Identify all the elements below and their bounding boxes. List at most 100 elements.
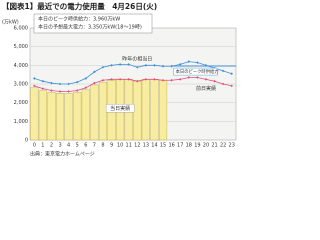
bar [81, 89, 90, 141]
marker [135, 65, 139, 69]
y-tick-label: 4,000 [14, 63, 28, 69]
y-tick-label: 5,000 [14, 44, 28, 50]
marker [144, 64, 148, 67]
chart-title: 【図表1】最近での電力使用量 4月26日(火) [2, 1, 157, 11]
bar [64, 93, 73, 141]
marker [50, 81, 53, 85]
y-tick-label: 1,000 [14, 119, 28, 125]
marker [58, 82, 62, 86]
y-tick-label: 6,000 [14, 26, 28, 32]
bar [73, 92, 82, 141]
series-label: 前日実績 [196, 85, 216, 92]
line [34, 77, 232, 92]
marker [153, 64, 156, 67]
x-tick-label: 2 [50, 143, 53, 149]
marker [118, 63, 122, 66]
marker [67, 90, 70, 93]
series-label: 当日実績 [110, 105, 130, 112]
marker [187, 60, 191, 63]
marker [135, 79, 139, 83]
x-tick-label: 19 [194, 143, 200, 149]
x-tick-label: 10 [117, 143, 123, 149]
marker [161, 78, 165, 82]
info-line: 本日の予想最大電力：3,350万kW(18～19時) [38, 24, 142, 31]
info-box [33, 13, 153, 34]
marker [84, 77, 88, 80]
marker [32, 77, 36, 80]
marker [221, 69, 225, 73]
x-tick-label: 5 [76, 143, 79, 149]
marker [153, 78, 156, 81]
x-tick-label: 6 [84, 143, 87, 149]
marker [178, 78, 182, 81]
y-tick-label: 2,000 [14, 100, 28, 106]
x-tick-label: 12 [134, 143, 140, 149]
bar [141, 79, 150, 141]
bar [47, 92, 56, 141]
x-tick-label: 18 [186, 143, 192, 149]
x-tick-label: 4 [67, 143, 70, 149]
marker [230, 84, 234, 88]
marker [213, 79, 216, 83]
marker [161, 64, 165, 68]
marker [75, 89, 79, 92]
y-tick-label: 3,000 [14, 82, 28, 88]
x-tick-label: 11 [126, 143, 132, 149]
marker [110, 78, 113, 81]
x-tick-label: 21 [211, 143, 217, 149]
x-tick-label: 16 [168, 143, 174, 149]
marker [127, 78, 131, 81]
x-tick-label: 9 [110, 143, 113, 149]
supply-label: 本日のピーク時供給力 [176, 68, 219, 75]
y-axis-label: (万kW) [2, 20, 19, 26]
bar [90, 84, 99, 141]
series-label: 昨年の相当日 [122, 55, 152, 62]
x-tick-label: 20 [203, 143, 209, 149]
source: 出典：東京電力ホームページ [30, 151, 95, 158]
marker [221, 82, 225, 86]
label-box [105, 104, 135, 113]
marker [196, 76, 199, 79]
marker [93, 81, 96, 85]
x-tick-label: 1 [41, 143, 44, 149]
bar [30, 87, 39, 141]
x-tick-label: 7 [93, 143, 96, 149]
bar [55, 93, 65, 141]
x-tick-label: 17 [177, 143, 183, 149]
marker [67, 82, 70, 86]
marker [93, 70, 96, 74]
bar [150, 79, 159, 141]
marker [187, 76, 191, 79]
marker [101, 65, 105, 69]
marker [230, 72, 234, 76]
marker [170, 78, 173, 82]
x-tick-label: 15 [160, 143, 166, 149]
marker [118, 78, 122, 81]
marker [32, 84, 36, 88]
x-tick-label: 0 [33, 143, 36, 149]
bar [158, 80, 168, 141]
marker [41, 87, 45, 90]
label-box [173, 67, 218, 76]
marker [50, 89, 53, 92]
bar [98, 81, 108, 141]
line [34, 61, 232, 85]
x-tick-label: 3 [58, 143, 61, 149]
marker [101, 78, 105, 82]
marker [110, 64, 113, 67]
x-tick-label: 22 [220, 143, 226, 149]
marker [196, 61, 199, 64]
bar [38, 90, 47, 141]
x-tick-label: 23 [229, 143, 235, 149]
marker [144, 78, 148, 81]
marker [204, 78, 208, 81]
marker [127, 63, 131, 66]
marker [178, 63, 182, 66]
marker [75, 80, 79, 84]
y-tick-label: 0 [25, 138, 28, 144]
info-line: 本日のピーク時供給力：3,960万kW [38, 16, 120, 23]
marker [58, 90, 62, 93]
chart: 【図表1】最近での電力使用量 4月26日(火) (万kW) 出典：東京電力ホーム… [0, 0, 240, 158]
bar [133, 80, 142, 141]
x-tick-label: 13 [143, 143, 149, 149]
